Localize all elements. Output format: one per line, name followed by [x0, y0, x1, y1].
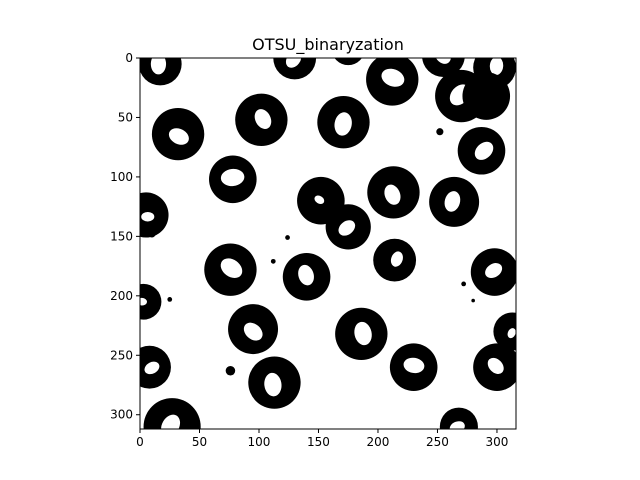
- noise-speck: [167, 297, 173, 302]
- cell-body: [493, 312, 516, 351]
- cell-hole: [140, 297, 148, 306]
- cell-ring: [334, 58, 362, 66]
- cell-ring: [228, 304, 279, 355]
- x-axis: 0 50 100 150 200 250 300: [136, 429, 508, 449]
- cell-ring: [366, 58, 419, 106]
- cell-body: [462, 72, 511, 120]
- cell-ring: [273, 58, 317, 80]
- cell-hole: [298, 264, 314, 286]
- cell-hole: [338, 220, 356, 236]
- cell-ring: [143, 398, 201, 429]
- axes-frame: [139, 57, 517, 430]
- cell-body: [334, 58, 362, 66]
- cell-body: [439, 407, 478, 429]
- x-tick-label: 200: [367, 435, 390, 449]
- cell-ring: [204, 243, 257, 296]
- cell-hole: [390, 251, 403, 267]
- cell-ring: [335, 307, 388, 361]
- cell-hole: [487, 357, 504, 374]
- y-tick-label: 250: [110, 348, 133, 362]
- cell-ring: [151, 107, 205, 161]
- cell-ring: [235, 93, 288, 146]
- y-tick-label: 300: [110, 408, 133, 422]
- x-tick-label: 150: [307, 435, 330, 449]
- binary-image: [140, 58, 516, 429]
- cell-hole: [474, 141, 494, 160]
- cell-body: [143, 398, 201, 429]
- cell-ring: [140, 283, 162, 320]
- cell-ring: [473, 343, 516, 391]
- cell-hole: [485, 263, 503, 279]
- y-tick-label: 50: [118, 110, 133, 124]
- cell-hole: [264, 372, 282, 397]
- cell-hole: [433, 58, 451, 64]
- cell-hole: [243, 322, 263, 341]
- cell-hole: [354, 321, 372, 346]
- cell-hole: [381, 68, 405, 87]
- cell-ring: [140, 345, 171, 389]
- cell-hole: [449, 421, 465, 429]
- cell-hole: [444, 191, 461, 212]
- cell-hole: [141, 211, 155, 222]
- cell-body: [140, 192, 169, 238]
- y-tick-label: 150: [110, 229, 133, 243]
- noise-speck: [148, 230, 156, 238]
- cell-hole: [150, 58, 167, 75]
- x-tick-label: 100: [248, 435, 271, 449]
- cell-hole: [220, 168, 245, 187]
- cell-ring: [493, 312, 516, 351]
- cell-ring: [439, 407, 478, 429]
- cell-hole: [144, 361, 160, 375]
- cell-ring: [248, 356, 301, 409]
- cell-ring: [470, 248, 516, 296]
- cell-ring: [389, 343, 438, 391]
- noise-speck: [270, 258, 276, 264]
- cell-ring: [367, 166, 420, 219]
- noise-speck: [285, 235, 290, 240]
- cell-ring: [457, 126, 506, 175]
- y-tick-label: 0: [125, 51, 133, 65]
- cell-hole: [314, 195, 325, 205]
- noise-speck: [461, 281, 467, 287]
- x-tick-label: 300: [486, 435, 509, 449]
- cell-hole: [161, 414, 181, 429]
- y-tick-label: 100: [110, 170, 133, 184]
- cell-hole: [220, 258, 243, 279]
- cell-hole: [507, 328, 516, 339]
- x-tick-label: 250: [426, 435, 449, 449]
- cell-hole: [168, 128, 189, 145]
- cell-ring: [140, 58, 182, 86]
- cell-ring: [462, 72, 511, 120]
- noise-speck: [471, 298, 475, 303]
- cell-ring: [209, 155, 257, 204]
- chart-title: OTSU_binaryzation: [252, 35, 404, 55]
- cell-hole: [384, 184, 401, 205]
- cell-ring: [325, 204, 371, 250]
- cell-hole: [285, 58, 302, 68]
- cell-hole: [403, 357, 425, 374]
- y-axis: 0 50 100 150 200 250 300: [110, 51, 140, 422]
- x-tick-label: 50: [192, 435, 207, 449]
- cell-ring: [140, 192, 169, 238]
- cell-hole: [334, 112, 352, 136]
- cell-ring: [317, 96, 370, 149]
- noise-speck: [225, 365, 236, 376]
- cell-hole: [489, 58, 504, 76]
- x-tick-label: 0: [136, 435, 144, 449]
- cell-ring: [429, 176, 480, 227]
- y-tick-label: 200: [110, 289, 133, 303]
- cell-body: [140, 283, 162, 320]
- cell-ring: [282, 253, 331, 301]
- cell-hole: [254, 109, 272, 129]
- noise-speck: [436, 128, 444, 136]
- cell-ring: [373, 238, 417, 282]
- cell-body: [273, 58, 317, 80]
